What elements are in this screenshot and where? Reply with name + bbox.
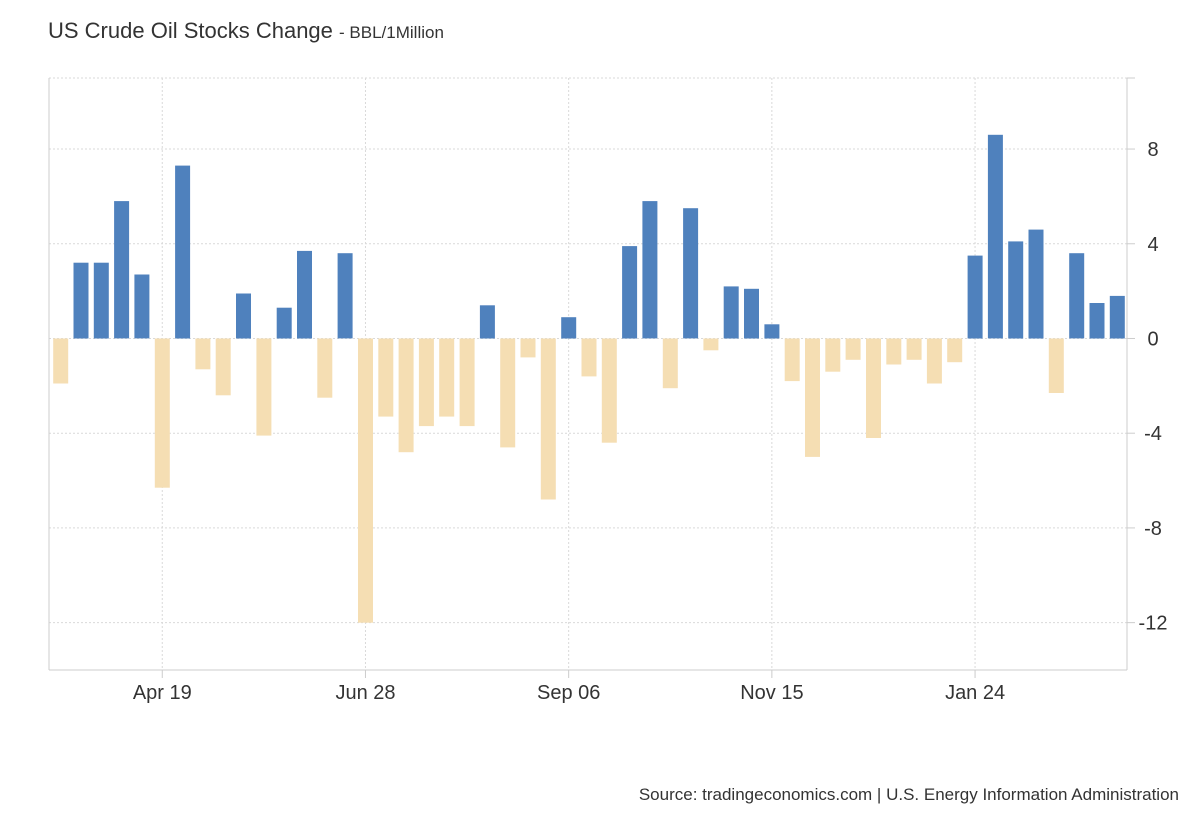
bar (1069, 253, 1085, 339)
bar (418, 338, 434, 427)
chart-title: US Crude Oil Stocks Change - BBL/1Millio… (48, 18, 444, 44)
bar (175, 165, 191, 339)
y-tick-label: 4 (1147, 234, 1158, 256)
bar (358, 338, 373, 623)
bar (866, 338, 881, 438)
bar (114, 201, 130, 339)
bar (1109, 295, 1125, 339)
x-tick-label: Apr 19 (133, 682, 192, 704)
bar (256, 338, 272, 436)
bar (622, 246, 638, 339)
bar (1089, 303, 1105, 339)
bar (459, 338, 475, 427)
bar (317, 338, 333, 398)
x-tick-label: Jan 24 (945, 682, 1005, 704)
bar (845, 338, 861, 360)
bar (276, 307, 292, 339)
y-tick-label: -12 (1139, 613, 1168, 635)
title-unit: - BBL/1Million (339, 23, 444, 42)
bar (662, 338, 678, 389)
bar (93, 262, 109, 339)
bar (825, 338, 841, 372)
bar (540, 338, 556, 500)
bar (744, 288, 759, 339)
bar (1028, 229, 1044, 339)
title-text: US Crude Oil Stocks Change (48, 18, 333, 43)
bar (967, 255, 983, 339)
bars (53, 134, 1125, 623)
bar (926, 338, 942, 384)
bar (398, 338, 414, 453)
bar (1048, 338, 1064, 393)
bar (601, 338, 617, 443)
bar (805, 338, 820, 457)
bar (886, 338, 902, 365)
bar (53, 338, 69, 384)
y-tick-label: 8 (1147, 139, 1158, 161)
bar (236, 293, 251, 339)
bar (947, 338, 963, 363)
bar (642, 201, 658, 339)
bar (154, 338, 170, 488)
y-tick-labels: 8 4 0 -4 -8 -12 (1139, 139, 1168, 635)
x-tick-label: Sep 06 (537, 682, 600, 704)
bar (439, 338, 455, 417)
bar (723, 286, 739, 339)
bar (561, 317, 577, 339)
bar (1008, 241, 1024, 339)
bar (337, 253, 353, 339)
y-tick-label: -8 (1144, 518, 1162, 540)
bar (297, 250, 312, 339)
bar (520, 338, 536, 358)
bar (215, 338, 231, 396)
x-tick-label: Jun 28 (335, 682, 395, 704)
bar (195, 338, 211, 370)
bar (764, 324, 780, 339)
axes (48, 77, 1135, 678)
bar (784, 338, 800, 382)
bar (500, 338, 516, 448)
bar (683, 208, 699, 339)
bar (479, 305, 495, 339)
bar (378, 338, 394, 417)
y-tick-label: -4 (1144, 423, 1162, 445)
x-tick-label: Nov 15 (740, 682, 803, 704)
bar (134, 274, 150, 339)
x-tick-labels: Apr 19 Jun 28 Sep 06 Nov 15 Jan 24 (133, 682, 1005, 704)
bar (703, 338, 719, 351)
bar (73, 262, 89, 339)
bar (906, 338, 922, 360)
bar (581, 338, 597, 377)
bar (987, 134, 1003, 339)
y-tick-label: 0 (1147, 329, 1158, 351)
source-credit: Source: tradingeconomics.com | U.S. Ener… (638, 785, 1179, 804)
